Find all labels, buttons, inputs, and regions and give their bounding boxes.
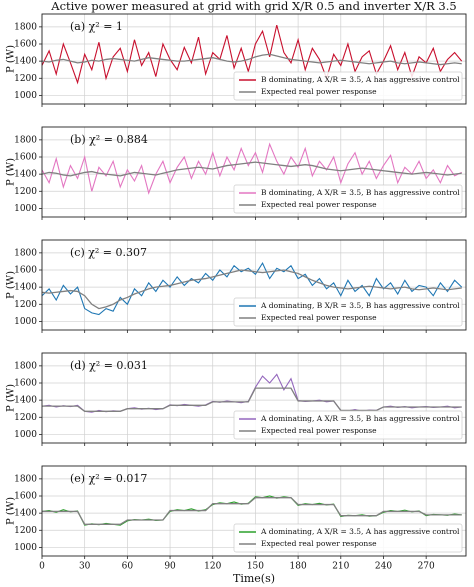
y-axis-label: P (W) <box>6 497 17 525</box>
legend-label: Expected real power response <box>261 539 377 548</box>
y-axis-label: P (W) <box>6 158 17 186</box>
data-line <box>42 269 462 310</box>
data-line <box>42 53 462 66</box>
x-tick-label: 0 <box>39 562 45 572</box>
figure-title: Active power measured at grid with grid … <box>50 0 456 13</box>
legend-label: A dominating, A X/R = 3.5, B has aggress… <box>260 414 460 423</box>
y-tick-label: 1000 <box>14 430 37 440</box>
y-tick-label: 1400 <box>14 170 37 180</box>
plot-area <box>42 25 463 85</box>
y-tick-label: 1400 <box>14 396 37 406</box>
x-tick-label: 150 <box>247 562 264 572</box>
legend-box <box>233 184 463 214</box>
legend-label: B dominating, A X/R = 3.5, B has aggress… <box>261 188 460 197</box>
annotation: (b) χ² = 0.884 <box>70 133 148 146</box>
legend-box <box>233 523 463 553</box>
y-tick-label: 1600 <box>14 40 37 50</box>
y-tick-label: 1200 <box>14 187 37 197</box>
legend-box <box>233 297 463 327</box>
x-tick-label: 240 <box>375 562 392 572</box>
y-tick-label: 1200 <box>14 413 37 423</box>
y-tick-label: 1200 <box>14 526 37 536</box>
x-tick-label: 30 <box>79 562 91 572</box>
data-line <box>42 387 462 412</box>
y-tick-label: 1800 <box>14 361 37 371</box>
y-tick-label: 1000 <box>14 91 37 101</box>
y-tick-label: 1600 <box>14 266 37 276</box>
y-tick-label: 1000 <box>14 317 37 327</box>
y-tick-label: 1200 <box>14 300 37 310</box>
x-tick-label: 210 <box>332 562 349 572</box>
legend-label: B dominating, A X/R = 3.5, A has aggress… <box>261 75 460 84</box>
legend-label: Expected real power response <box>261 200 377 209</box>
y-axis-label: P (W) <box>6 384 17 412</box>
y-axis-label: P (W) <box>6 45 17 73</box>
y-tick-label: 1800 <box>14 135 37 145</box>
x-tick-label: 270 <box>418 562 435 572</box>
plot-area <box>42 495 462 526</box>
y-tick-label: 1400 <box>14 283 37 293</box>
y-axis-label: P (W) <box>6 271 17 299</box>
legend-box <box>233 71 463 101</box>
legend-box <box>233 410 463 440</box>
y-tick-label: 1400 <box>14 509 37 519</box>
plot-area <box>42 261 463 316</box>
plot-frame <box>41 465 467 557</box>
y-tick-label: 1800 <box>14 22 37 32</box>
y-tick-label: 1000 <box>14 204 37 214</box>
y-tick-label: 1600 <box>14 153 37 163</box>
plot-frame <box>41 126 467 218</box>
x-axis-label: Time(s) <box>233 572 275 585</box>
legend-label: Expected real power response <box>261 313 377 322</box>
x-tick-label: 120 <box>204 562 221 572</box>
legend-label: A dominating, B X/R = 3.5, B has aggress… <box>260 301 460 310</box>
y-tick-label: 1800 <box>14 474 37 484</box>
x-tick-label: 180 <box>290 562 307 572</box>
plot-frame <box>41 13 467 105</box>
y-tick-label: 1600 <box>14 379 37 389</box>
annotation: (d) χ² = 0.031 <box>70 359 148 372</box>
x-tick-label: 60 <box>122 562 134 572</box>
plot-area <box>42 373 462 413</box>
plot-frame <box>41 239 467 331</box>
y-tick-label: 1600 <box>14 492 37 502</box>
plot-area <box>42 142 462 195</box>
data-line <box>42 161 462 177</box>
legend-label: A dominating, A X/R = 3.5, A has aggress… <box>260 527 460 536</box>
x-tick-label: 90 <box>164 562 176 572</box>
annotation: (c) χ² = 0.307 <box>70 246 147 259</box>
data-line <box>42 497 462 525</box>
y-tick-label: 1200 <box>14 74 37 84</box>
y-tick-label: 1400 <box>14 57 37 67</box>
legend-label: Expected real power response <box>261 426 377 435</box>
annotation: (a) χ² = 1 <box>70 20 123 33</box>
y-tick-label: 1800 <box>14 248 37 258</box>
legend-label: Expected real power response <box>261 87 377 96</box>
data-line <box>42 142 462 195</box>
y-tick-label: 1000 <box>14 543 37 553</box>
annotation: (e) χ² = 0.017 <box>70 472 147 485</box>
plot-frame <box>41 352 467 444</box>
